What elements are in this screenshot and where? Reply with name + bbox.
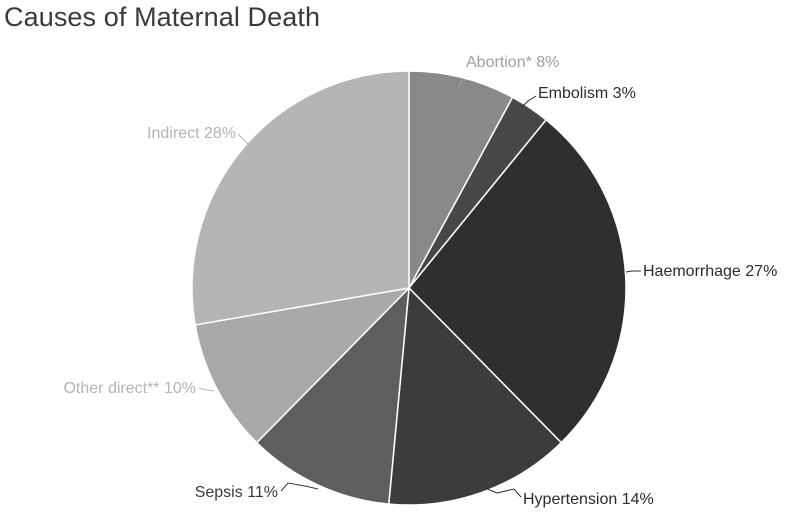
label-leader-lines xyxy=(198,79,641,498)
pie-slice-sepsis xyxy=(256,287,410,505)
slice-label-embolism: Embolism 3% xyxy=(538,85,636,102)
slice-label-hypertension: Hypertension 14% xyxy=(523,491,654,508)
pie-slice-abortion xyxy=(408,70,514,289)
slice-labels: Abortion* 8% Embolism 3% Haemorrhage 27% Hy… xyxy=(63,54,777,508)
chart-title: Causes of Maternal Death xyxy=(4,2,321,32)
leader-line-sepsis xyxy=(280,482,319,492)
pie-slices xyxy=(191,70,627,506)
slice-label-other-direct: Other direct** 10% xyxy=(63,380,196,397)
pie-slice-indirect xyxy=(191,70,410,326)
slice-label-indirect: Indirect 28% xyxy=(147,125,236,142)
slice-label-abortion: Abortion* 8% xyxy=(466,54,559,71)
pie-slice-hypertension xyxy=(388,287,562,506)
leader-line-hypertension xyxy=(484,487,522,498)
slice-label-haemorrhage: Haemorrhage 27% xyxy=(643,263,777,280)
leader-line-embolism xyxy=(522,95,537,107)
slice-label-sepsis: Sepsis 11% xyxy=(195,484,278,501)
pie-slice-other-direct xyxy=(194,287,410,444)
leader-line-other-direct xyxy=(198,387,215,392)
leader-line-haemorrhage xyxy=(625,270,641,273)
leader-line-abortion xyxy=(458,79,467,88)
leader-line-indirect xyxy=(237,133,249,145)
pie-slice-haemorrhage xyxy=(408,119,627,444)
